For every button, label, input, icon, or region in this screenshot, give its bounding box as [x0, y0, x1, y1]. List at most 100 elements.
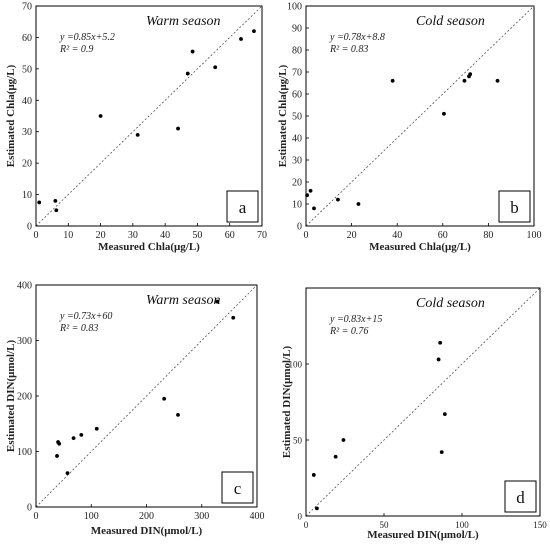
data-point	[98, 114, 103, 118]
y-tick-label: 50	[22, 64, 32, 75]
r-squared: R² = 0.83	[59, 323, 98, 334]
panel-label-box	[226, 190, 259, 223]
data-point	[135, 132, 140, 137]
data-point	[315, 506, 319, 511]
data-point	[94, 426, 99, 431]
x-tick-label: 0	[34, 511, 39, 522]
x-tick-label: 0	[304, 520, 309, 530]
one-to-one-line	[305, 5, 535, 227]
x-tick-label: 60	[225, 230, 235, 241]
data-point	[239, 37, 243, 41]
data-point	[468, 72, 473, 77]
data-point	[79, 432, 84, 437]
data-point	[213, 65, 218, 70]
x-axis-label: Measured DIN(μmol/L)	[91, 525, 203, 537]
y-tick-label: 60	[22, 33, 32, 44]
x-tick-label: 0	[304, 230, 309, 241]
y-tick-label: 100	[17, 447, 32, 458]
r-squared: R² = 0.9	[59, 44, 93, 55]
regression-equation: y =0.78x+8.8	[329, 32, 385, 43]
regression-equation: y =0.85x+5.2	[59, 32, 115, 43]
x-axis-label: Measured Chla(μg/L)	[369, 241, 471, 253]
x-tick-label: 20	[96, 230, 106, 241]
data-point	[311, 473, 316, 477]
panel-label: a	[239, 198, 247, 217]
one-to-one-line	[35, 5, 263, 227]
y-tick-label: 60	[292, 90, 302, 101]
x-tick-label: 70	[257, 230, 267, 241]
x-tick-label: 100	[84, 511, 99, 522]
data-point	[55, 454, 59, 458]
data-point	[336, 197, 340, 202]
data-point	[312, 206, 316, 211]
plot-frame	[35, 5, 263, 227]
panel-b: 0 20 40 60 80 100 0 10 20 30 40 50 60 70 80 90 100 Measur…	[277, 2, 542, 254]
data-point	[495, 78, 500, 83]
r-squared: R² = 0.76	[329, 326, 368, 337]
data-point	[308, 188, 313, 193]
data-point	[305, 193, 310, 198]
one-to-one-line	[305, 287, 541, 517]
x-tick-label: 40	[392, 230, 402, 241]
panel-label: c	[234, 479, 242, 498]
x-tick-label: 100	[455, 520, 469, 530]
x-tick-label: 200	[139, 511, 154, 522]
data-point	[390, 78, 395, 83]
y-axis-label: Estimated Chla(μg/L)	[5, 64, 17, 167]
y-tick-label: 0	[298, 512, 303, 522]
y-tick-label: 30	[292, 156, 302, 167]
y-tick-label: 10	[22, 190, 32, 201]
data-point	[231, 315, 236, 320]
one-to-one-line	[35, 284, 258, 508]
x-tick-label: 400	[250, 511, 265, 522]
panel-a: 0 10 20 30 40 50 60 70 0 10 20 30 40 50 60 70 Measured C…	[5, 2, 267, 254]
x-tick-label: 10	[63, 230, 73, 241]
y-tick-label: 10	[292, 200, 302, 211]
y-axis-label: Estimated Chla(μg/L)	[277, 64, 289, 167]
data-point	[37, 200, 42, 205]
x-tick-label: 50	[380, 520, 390, 530]
y-tick-label: 0	[27, 222, 32, 233]
panel-label-box	[504, 480, 537, 513]
data-point	[252, 29, 256, 34]
y-tick-label: 80	[292, 46, 302, 57]
data-point	[442, 111, 446, 116]
y-tick-label: 20	[22, 159, 32, 170]
y-tick-label: 0	[27, 503, 32, 514]
regression-equation: y =0.83x+15	[329, 314, 382, 325]
x-axis-label: Measured DIN(μmol/L)	[367, 529, 479, 541]
y-axis-label: Estimated DIN(μmol/L)	[5, 340, 17, 453]
data-point	[341, 438, 346, 442]
data-point	[436, 357, 441, 362]
y-tick-label: 0	[297, 222, 302, 233]
data-point	[57, 441, 62, 446]
x-tick-label: 80	[483, 230, 493, 241]
panel-label-box	[498, 190, 531, 223]
data-point	[53, 198, 58, 203]
panel-label: b	[510, 198, 519, 217]
x-tick-label: 300	[194, 511, 209, 522]
r-squared: R² = 0.83	[329, 44, 368, 55]
data-point	[438, 340, 443, 345]
y-tick-label: 40	[292, 134, 302, 145]
data-point	[215, 299, 220, 304]
y-tick-label: 200	[17, 392, 32, 403]
regression-equation: y =0.73x+60	[59, 311, 112, 322]
season-label: Warm season	[146, 14, 221, 29]
y-tick-label: 50	[293, 436, 303, 446]
x-axis-label: Measured Chla(μg/L)	[98, 241, 200, 253]
y-tick-label: 70	[292, 68, 302, 79]
y-tick-label: 400	[17, 281, 32, 292]
x-tick-label: 20	[347, 230, 357, 241]
y-tick-label: 90	[292, 24, 302, 35]
season-label: Cold season	[416, 14, 485, 29]
panel-c: 0 100 200 300 400 0 100 200 300 400 Measured DIN(μ…	[5, 281, 265, 538]
y-tick-label: 100	[289, 360, 303, 370]
y-tick-label: 300	[17, 336, 32, 347]
x-tick-label: 150	[533, 520, 547, 530]
data-point	[71, 436, 76, 441]
panel-label: d	[516, 488, 525, 507]
data-point	[185, 71, 190, 76]
